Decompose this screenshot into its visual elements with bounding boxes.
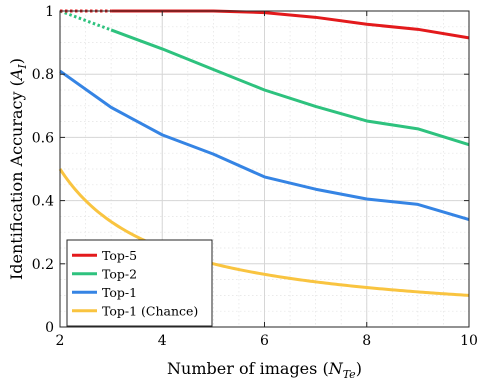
legend-label: Top-5: [102, 248, 137, 263]
series-dashed-segment-top-2: [59, 9, 112, 32]
y-tick-label: 0.6: [32, 130, 54, 146]
x-tick-label: 8: [362, 333, 371, 349]
tick-labels: 2 4 6 8 10 0 0.2 0.4 0.6 0.8 1: [32, 4, 478, 349]
y-tick-label: 1: [45, 4, 54, 20]
series-lines: [58, 9, 470, 297]
x-tick-label: 10: [460, 333, 478, 349]
legend-item-top-1: Top-1: [72, 285, 137, 300]
legend-label: Top-1: [102, 285, 137, 300]
legend: Top-5 Top-2 Top-1 Top-1 (Chance): [66, 239, 213, 327]
legend-label: Top-1 (Chance): [102, 303, 198, 318]
x-axis-label: Number of images (NTe): [167, 359, 362, 379]
series-line-top-2: [110, 28, 470, 147]
x-tick-label: 2: [56, 333, 65, 349]
y-tick-label: 0.4: [32, 194, 54, 210]
legend-item-top-1-chance: Top-1 (Chance): [72, 303, 198, 318]
legend-label: Top-2: [102, 266, 137, 281]
x-tick-label: 4: [158, 333, 167, 349]
y-tick-label: 0: [45, 320, 54, 336]
y-tick-label: 0.2: [32, 257, 54, 273]
series-line-top-1: [59, 69, 470, 221]
legend-item-top-2: Top-2: [72, 266, 137, 281]
y-tick-label: 0.8: [32, 67, 54, 83]
x-tick-label: 6: [260, 333, 269, 349]
series-line-top-1-chance: [58, 168, 470, 297]
y-axis-label: Identification Accuracy (AI): [7, 58, 29, 280]
legend-item-top-5: Top-5: [72, 248, 137, 263]
grid: [59, 10, 470, 328]
